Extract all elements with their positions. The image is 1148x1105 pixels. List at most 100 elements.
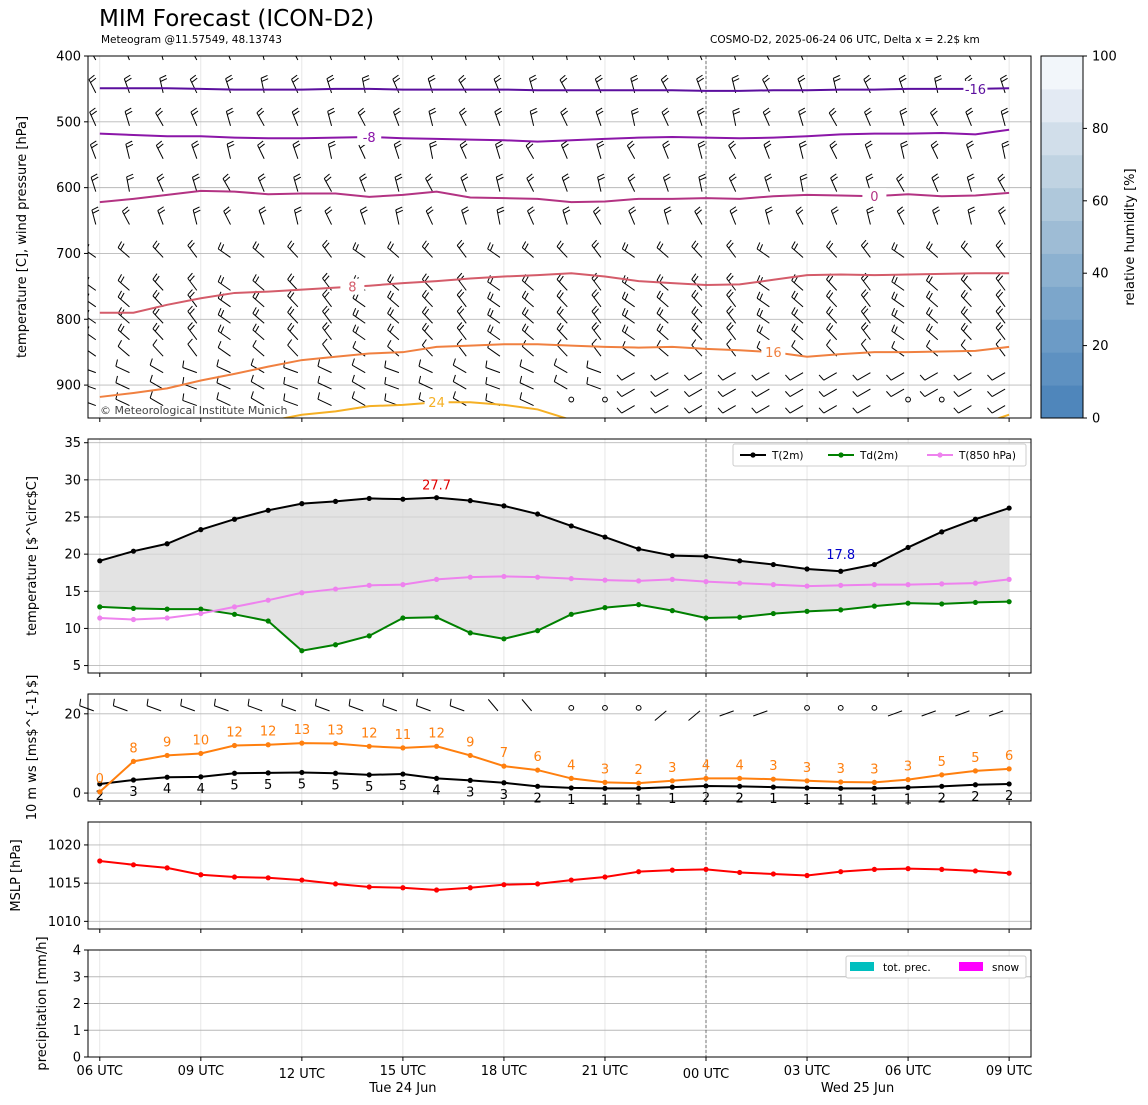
wind-barb xyxy=(495,140,503,159)
barb-feather xyxy=(191,140,198,146)
isotherm-label: 16 xyxy=(765,346,782,361)
barb-feather xyxy=(84,275,87,281)
y-tick-label: 900 xyxy=(56,379,81,394)
barb-staff xyxy=(662,144,669,159)
series-point xyxy=(703,553,709,559)
series-point xyxy=(770,610,776,617)
barb-feather xyxy=(660,74,667,81)
barb-feather xyxy=(294,206,302,211)
barb-feather xyxy=(726,322,732,329)
series-point xyxy=(871,561,877,568)
barb-feather xyxy=(322,289,328,296)
barb-feather xyxy=(860,305,867,312)
wind-barb xyxy=(352,308,366,324)
barb-staff xyxy=(124,111,130,126)
barb-staff xyxy=(226,143,231,159)
barb-feather xyxy=(519,375,523,383)
barb-feather xyxy=(428,107,436,112)
barb-feather xyxy=(189,242,195,249)
series-point xyxy=(164,606,170,612)
wind-barb xyxy=(456,272,467,291)
barb-staff xyxy=(628,210,636,225)
barb-feather xyxy=(898,209,905,215)
wind-barb xyxy=(487,324,501,341)
barb-staff xyxy=(88,402,96,407)
barb-feather xyxy=(429,140,437,145)
series-point xyxy=(804,583,810,589)
barb-staff xyxy=(955,710,970,717)
barb-staff xyxy=(458,112,467,127)
barb-staff xyxy=(189,79,198,94)
barb-staff xyxy=(632,56,636,61)
barb-feather xyxy=(595,107,603,113)
wind-barb xyxy=(352,324,366,341)
series-line xyxy=(99,600,1010,652)
series-point xyxy=(905,582,911,588)
barb-feather xyxy=(429,110,437,115)
barb-staff xyxy=(598,56,602,61)
series-point xyxy=(1006,870,1012,876)
barb-feather xyxy=(187,272,193,279)
calm-circle xyxy=(602,396,608,403)
barb-feather xyxy=(527,176,535,182)
value-label: 0 xyxy=(96,772,104,787)
y-tick-label: 1020 xyxy=(48,838,81,853)
barb-feather xyxy=(728,242,734,249)
wind-barb xyxy=(732,107,741,126)
barb-feather xyxy=(1001,140,1009,145)
barb-feather xyxy=(995,289,1002,296)
barb-staff xyxy=(526,178,535,192)
barb-feather xyxy=(496,176,504,181)
wind-barb xyxy=(756,242,770,258)
wind-barb xyxy=(998,206,1006,225)
barb-feather xyxy=(691,273,697,280)
series-point xyxy=(871,785,877,791)
series-point xyxy=(535,511,541,517)
wind-barb xyxy=(919,388,939,398)
series-point xyxy=(602,785,608,791)
barb-feather xyxy=(1002,144,1010,148)
barb-feather xyxy=(452,374,456,382)
barb-staff xyxy=(283,383,299,390)
barb-staff xyxy=(152,295,164,308)
wind-barb xyxy=(799,173,808,192)
barb-feather xyxy=(960,339,966,346)
barb-feather xyxy=(726,239,732,246)
value-label: 13 xyxy=(294,723,311,738)
barb-staff xyxy=(222,178,231,192)
barb-feather xyxy=(793,243,799,251)
series-point xyxy=(400,615,406,621)
value-label: 7 xyxy=(500,746,508,761)
barb-staff xyxy=(966,144,972,159)
wind-barb xyxy=(314,698,330,712)
panel-frame xyxy=(87,693,1032,802)
barb-staff xyxy=(357,112,366,127)
barb-staff xyxy=(485,367,501,374)
y-tick-label: 0 xyxy=(73,787,81,802)
wind-barb xyxy=(591,305,602,324)
barb-feather xyxy=(192,143,200,149)
wind-barb xyxy=(891,324,905,341)
barb-feather xyxy=(698,143,706,148)
wind-barb xyxy=(621,291,635,308)
barb-feather xyxy=(935,78,942,82)
barb-feather xyxy=(964,42,969,46)
barb-staff xyxy=(926,247,939,258)
barb-feather xyxy=(324,242,330,249)
barb-feather xyxy=(759,244,763,251)
barb-feather xyxy=(326,209,333,215)
barb-staff xyxy=(529,111,535,126)
barb-feather xyxy=(395,206,403,211)
barb-staff xyxy=(519,365,534,374)
wind-barb xyxy=(527,206,535,225)
colorbar-tick-label: 80 xyxy=(1092,122,1109,137)
barb-staff xyxy=(999,78,1006,94)
barb-staff xyxy=(250,397,265,406)
barb-feather xyxy=(930,140,938,146)
barb-staff xyxy=(117,329,130,341)
barb-staff xyxy=(722,372,736,381)
series-point xyxy=(265,507,271,513)
barb-feather xyxy=(852,374,858,381)
y-axis-label: temperature [$^\circ$C] xyxy=(25,476,40,636)
barb-staff xyxy=(789,388,804,398)
